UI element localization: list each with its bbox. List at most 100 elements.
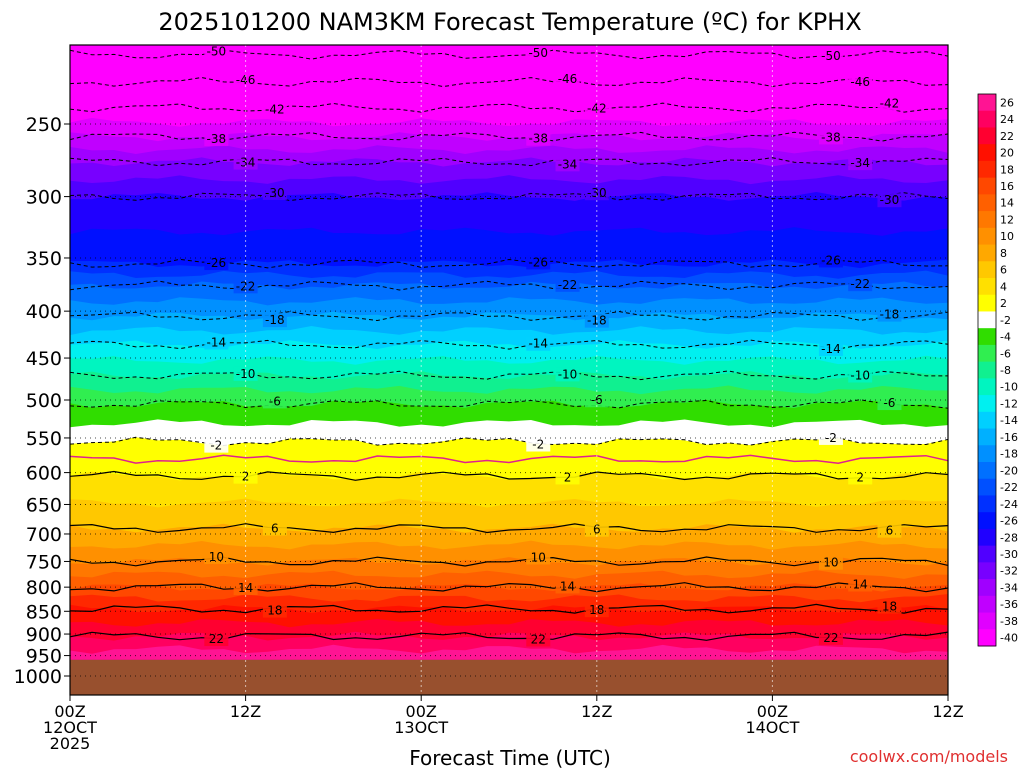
isotherm-label: -6 xyxy=(269,394,281,408)
colorbar-label: -34 xyxy=(1000,581,1018,594)
isotherm-label: -30 xyxy=(880,193,900,207)
isotherm-label-bg xyxy=(818,49,843,64)
isotherm-label: -38 xyxy=(528,132,548,146)
isotherm-label: -34 xyxy=(558,157,578,171)
isotherm-label: -50 xyxy=(207,45,227,59)
isotherm-label-bg xyxy=(848,75,873,90)
colorbar-swatch xyxy=(978,244,996,262)
isotherm-label-bg xyxy=(204,44,229,59)
isotherm-label-bg xyxy=(262,603,287,618)
colorbar-label: -8 xyxy=(1000,364,1011,377)
axes: 2503003504004505005506006507007508008509… xyxy=(14,44,964,753)
isotherm-label-bg xyxy=(526,131,551,146)
isotherm-label: 22 xyxy=(531,632,546,646)
x-tick-label: 12Z xyxy=(581,702,612,721)
colorbar-swatch xyxy=(978,579,996,597)
colorbar-swatch xyxy=(978,528,996,547)
isotherm-label-bg xyxy=(233,581,258,596)
x-axis-label: Forecast Time (UTC) xyxy=(409,746,611,768)
x-tick-label: 00Z xyxy=(54,702,85,721)
isotherm-label-bg xyxy=(262,313,287,328)
colorbar-swatch xyxy=(978,144,996,162)
isotherm-label: 18 xyxy=(267,604,282,618)
isotherm-label: -18 xyxy=(880,308,900,322)
colorbar-swatch xyxy=(978,428,996,446)
colorbar-label: -4 xyxy=(1000,331,1011,344)
isotherm-label: 22 xyxy=(823,631,838,645)
watermark: coolwx.com/models xyxy=(850,747,1008,766)
y-tick-label: 600 xyxy=(26,463,62,485)
isotherm-label: -42 xyxy=(265,102,285,116)
colorbar-swatch xyxy=(978,177,996,195)
colorbar-label: 12 xyxy=(1000,213,1014,226)
isotherm-label: 10 xyxy=(209,550,224,564)
isotherm-label-bg xyxy=(818,253,843,268)
colorbar-legend: 26 24 22 20 18 16 14 12 10 8 6 4 2 -2 -4 -6 -8 -10 -12 -14 -… xyxy=(977,93,1018,647)
colorbar-label: -14 xyxy=(1000,414,1018,427)
isotherm-line xyxy=(69,370,948,381)
isotherm-label-bg xyxy=(204,550,229,565)
isotherm-label-bg xyxy=(526,255,551,270)
isotherm-label-bg xyxy=(848,156,873,171)
isotherm-label: -26 xyxy=(528,255,548,269)
isotherm-label: 22 xyxy=(209,632,224,646)
colorbar-swatch xyxy=(978,445,996,463)
x-tick-label: 12Z xyxy=(932,702,963,721)
isotherm-label: -10 xyxy=(850,369,870,383)
isotherm-label: -34 xyxy=(850,156,870,170)
colorbar-label: -36 xyxy=(1000,598,1018,611)
isotherm-label: -18 xyxy=(265,313,285,327)
isotherm-label-bg xyxy=(818,341,843,356)
colorbar-swatch xyxy=(978,194,996,212)
isotherm-label-bg xyxy=(555,367,580,382)
isotherm-label-bg xyxy=(848,368,873,383)
colorbar-label: 10 xyxy=(1000,230,1014,243)
isotherm-label-bg xyxy=(584,522,609,537)
isotherm-label-bg xyxy=(526,550,551,565)
colorbar-swatch xyxy=(978,612,996,630)
colorbar-label: -26 xyxy=(1000,515,1018,528)
isotherm-line xyxy=(69,280,949,291)
colorbar-label: 14 xyxy=(1000,197,1014,210)
isotherm-label: -22 xyxy=(558,278,578,292)
y-tick-label: 950 xyxy=(26,646,62,668)
y-tick-label: 500 xyxy=(26,390,62,412)
colorbar-label: -2 xyxy=(1000,314,1011,327)
colorbar-swatch xyxy=(978,127,996,145)
isotherm-label: -50 xyxy=(528,46,548,60)
colorbar-label: -32 xyxy=(1000,565,1018,578)
colorbar-label: 22 xyxy=(1000,130,1014,143)
colorbar-swatch xyxy=(978,94,996,112)
isotherm-label: -22 xyxy=(850,277,870,291)
colorbar-label: 2 xyxy=(1000,297,1007,310)
y-tick-label: 250 xyxy=(26,114,62,136)
colorbar-swatch xyxy=(978,562,996,580)
isotherm-label-bg xyxy=(818,630,843,645)
isotherm-label-bg xyxy=(262,521,287,536)
isotherm-line xyxy=(69,310,949,322)
y-tick-label: 300 xyxy=(26,187,62,209)
colorbar-label: -6 xyxy=(1000,347,1011,360)
isotherm-label: -26 xyxy=(207,256,227,270)
isotherm-label-bg xyxy=(584,101,609,116)
isotherm-line xyxy=(69,102,949,113)
isotherm-label: -10 xyxy=(558,367,578,381)
colorbar-swatch xyxy=(978,378,996,396)
colorbar-label: 8 xyxy=(1000,247,1007,260)
colorbar-swatch xyxy=(978,395,996,413)
isotherm-label: -46 xyxy=(558,72,578,86)
isotherm-label-bg xyxy=(555,470,580,485)
y-tick-label: 750 xyxy=(26,551,62,573)
isotherm-label-bg xyxy=(848,470,873,485)
isotherm-label: -2 xyxy=(532,438,544,452)
y-tick-label: 550 xyxy=(26,428,62,450)
isotherm-line xyxy=(69,470,949,481)
colorbar-label: 4 xyxy=(1000,280,1007,293)
colorbar-label: 6 xyxy=(1000,264,1007,277)
colorbar-label: -24 xyxy=(1000,498,1018,511)
colorbar-swatch xyxy=(978,211,996,229)
y-tick-label: 800 xyxy=(26,577,62,599)
isotherm-label-bg xyxy=(204,256,229,271)
x-tick-year: 2025 xyxy=(50,734,91,753)
